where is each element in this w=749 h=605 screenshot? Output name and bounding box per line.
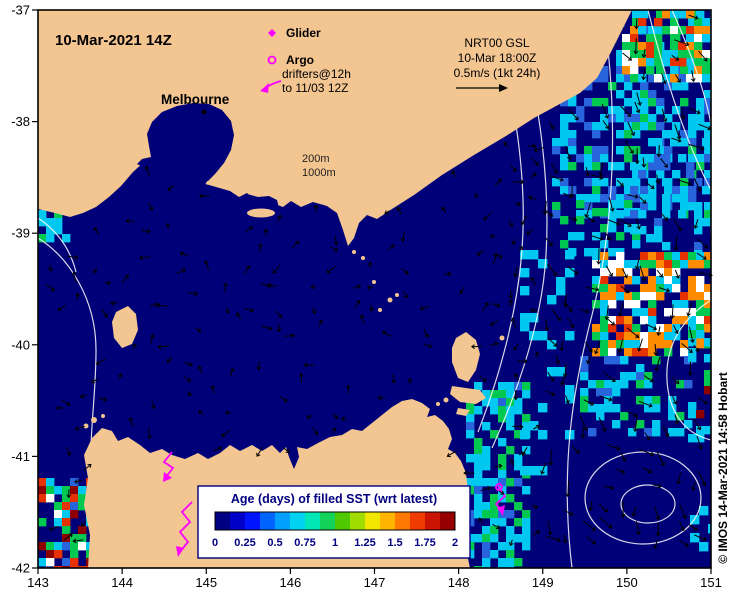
svg-text:148: 148 bbox=[448, 575, 470, 590]
datestamp-label: 10-Mar-2021 14Z bbox=[55, 32, 172, 49]
svg-text:0.5: 0.5 bbox=[267, 537, 282, 549]
svg-text:144: 144 bbox=[111, 575, 133, 590]
drifter-arrow-icon-head bbox=[260, 83, 269, 93]
imos-credit: © IMOS 14-Mar-2021 14:58 Hobart bbox=[716, 372, 730, 564]
annotations: 10-Mar-2021 14Z Melbourne Glider Argo dr… bbox=[55, 26, 540, 179]
legend-colorbar: 0 0.25 0.5 0.75 1 1.25 1.5 1.75 2 bbox=[212, 511, 458, 549]
svg-text:151: 151 bbox=[700, 575, 722, 590]
drifter-track-arrowhead bbox=[497, 505, 505, 516]
islands bbox=[83, 208, 505, 429]
svg-text:0.25: 0.25 bbox=[234, 537, 255, 549]
bay-entrance-channel bbox=[191, 175, 207, 189]
svg-text:-38: -38 bbox=[11, 114, 30, 129]
glider-label: Glider bbox=[286, 26, 321, 40]
svg-text:149: 149 bbox=[532, 575, 554, 590]
svg-text:-42: -42 bbox=[11, 561, 30, 576]
svg-text:-41: -41 bbox=[11, 449, 30, 464]
svg-text:147: 147 bbox=[364, 575, 386, 590]
svg-text:1: 1 bbox=[332, 537, 338, 549]
gsl-label-line2: 10-Mar 18:00Z bbox=[458, 51, 537, 65]
argo-float-marker bbox=[495, 483, 503, 491]
drifter-track bbox=[178, 501, 193, 554]
svg-text:-40: -40 bbox=[11, 337, 30, 352]
svg-text:2: 2 bbox=[452, 537, 458, 549]
svg-text:145: 145 bbox=[195, 575, 217, 590]
drifter-track bbox=[162, 451, 175, 479]
glider-diamond-icon bbox=[268, 29, 276, 37]
svg-text:1.5: 1.5 bbox=[387, 537, 402, 549]
svg-text:0.75: 0.75 bbox=[294, 537, 315, 549]
svg-text:1.25: 1.25 bbox=[354, 537, 375, 549]
plot-frame bbox=[37, 9, 712, 569]
gsl-label-line3: 0.5m/s (1kt 24h) bbox=[454, 66, 541, 80]
gsl-scale-arrowhead-icon bbox=[499, 84, 508, 92]
argo-circle-icon bbox=[267, 55, 277, 65]
svg-text:-37: -37 bbox=[11, 3, 30, 18]
current-vectors bbox=[45, 14, 713, 550]
svg-text:143: 143 bbox=[27, 575, 49, 590]
svg-text:146: 146 bbox=[280, 575, 302, 590]
contour-label-1000m: 1000m bbox=[302, 167, 336, 179]
drifter-tracks bbox=[162, 451, 507, 557]
svg-text:150: 150 bbox=[616, 575, 638, 590]
axes: 143 144 145 146 147 148 149 150 151 -37 -38 -39 -40 -… bbox=[11, 3, 722, 591]
drifters-label-line2: to 11/03 12Z bbox=[282, 81, 349, 95]
legend-title: Age (days) of filled SST (wrt latest) bbox=[231, 492, 437, 506]
svg-text:-39: -39 bbox=[11, 226, 30, 241]
svg-text:1.75: 1.75 bbox=[414, 537, 435, 549]
contour-label-200m: 200m bbox=[302, 153, 330, 165]
gsl-label-line1: NRT00 GSL bbox=[464, 36, 529, 50]
argo-label: Argo bbox=[286, 53, 314, 67]
port-phillip-bay bbox=[137, 103, 234, 183]
phillip-island bbox=[247, 208, 275, 218]
svg-text:0: 0 bbox=[212, 537, 218, 549]
drifters-label-line1: drifters@12h bbox=[282, 67, 351, 81]
melbourne-marker bbox=[201, 109, 207, 115]
drifter-track-arrowhead bbox=[163, 472, 172, 482]
drifter-track-arrowhead bbox=[176, 546, 184, 557]
melbourne-label: Melbourne bbox=[161, 92, 230, 107]
